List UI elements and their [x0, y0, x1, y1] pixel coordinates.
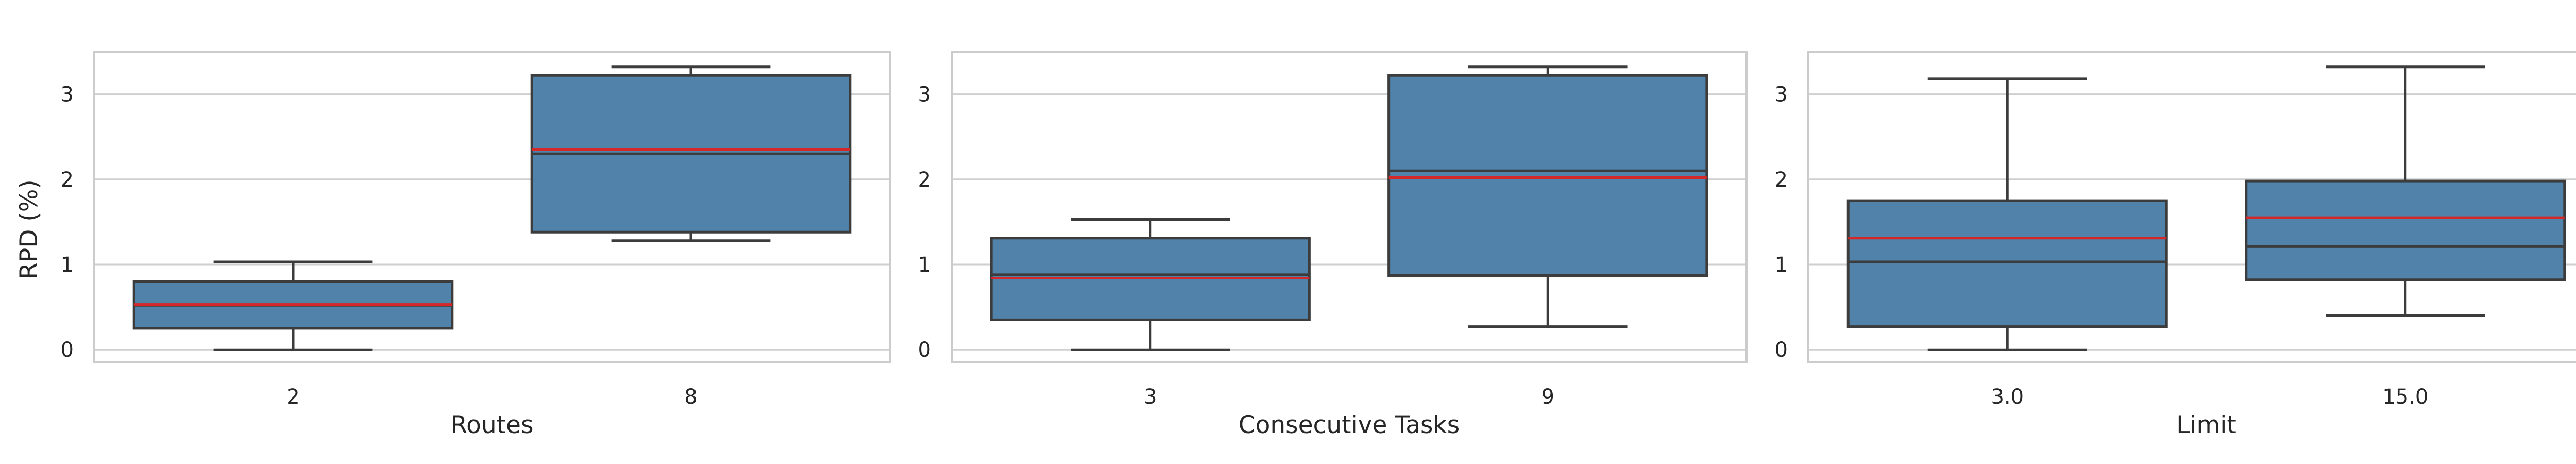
x-axis-label: Limit [2176, 411, 2236, 439]
x-axis-label: Routes [451, 411, 534, 439]
y-tick-label: 0 [1775, 338, 1788, 362]
subplot-consecutive-tasks: 0 1 2 3 3 9 Consecutive Tasks [918, 51, 1748, 439]
y-tick-label: 1 [61, 253, 74, 277]
y-tick-label: 2 [918, 168, 931, 192]
x-tick-label: 8 [684, 385, 697, 409]
box-9 [1387, 65, 1708, 328]
y-tick-label: 0 [918, 338, 931, 362]
subplot-limit: 0 1 2 3 3.0 15.0 Limit [1775, 51, 2576, 439]
box-2 [132, 260, 454, 351]
axes-frame [93, 51, 891, 363]
box-3 [990, 218, 1311, 351]
x-tick-label: 3.0 [1991, 385, 2024, 409]
y-tick-label: 3 [1775, 83, 1788, 107]
x-tick-label: 2 [286, 385, 299, 409]
y-tick-label: 1 [1775, 253, 1788, 277]
axes-frame [1807, 51, 2576, 363]
x-tick-label: 3 [1144, 385, 1157, 409]
iqr-box [1846, 199, 2168, 328]
y-tick-label: 2 [1775, 168, 1788, 192]
iqr-box [1387, 74, 1708, 277]
box-15.0 [2245, 65, 2566, 317]
y-tick-label: 2 [61, 168, 74, 192]
box-8 [530, 65, 852, 242]
y-axis-label: RPD (%) [15, 179, 43, 279]
x-tick-label: 9 [1541, 385, 1554, 409]
axes-frame [951, 51, 1748, 363]
y-tick-label: 1 [918, 253, 931, 277]
x-tick-label: 15.0 [2382, 385, 2428, 409]
x-axis-label: Consecutive Tasks [1239, 411, 1460, 439]
subplot-routes: 0 1 2 3 2 8 Routes [61, 51, 891, 439]
y-tick-label: 3 [918, 83, 931, 107]
iqr-box [2245, 179, 2566, 281]
y-tick-label: 3 [61, 83, 74, 107]
box-3.0 [1846, 77, 2168, 351]
y-tick-label: 0 [61, 338, 74, 362]
